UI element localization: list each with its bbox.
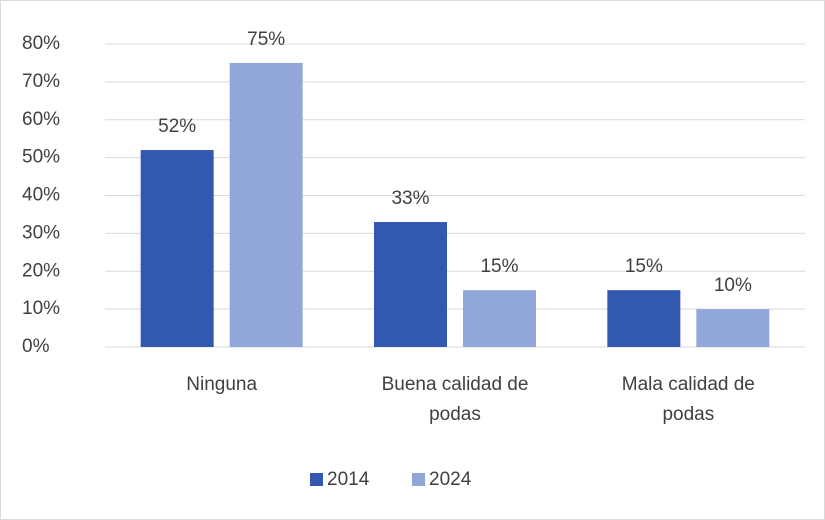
bar	[374, 222, 447, 347]
legend-label: 2014	[327, 469, 370, 490]
data-label: 33%	[391, 188, 429, 209]
data-label: 52%	[158, 116, 196, 137]
y-tick-label: 0%	[22, 336, 50, 357]
data-label: 15%	[480, 256, 518, 277]
y-tick-label: 30%	[22, 222, 60, 243]
bar	[607, 290, 681, 347]
legend-swatch	[310, 473, 323, 486]
bar	[229, 62, 303, 347]
y-tick-label: 10%	[22, 298, 60, 319]
y-tick-label: 80%	[22, 33, 60, 54]
y-tick-label: 20%	[22, 260, 60, 281]
y-tick-label: 50%	[22, 147, 60, 168]
bar	[140, 150, 214, 347]
legend-swatch	[412, 473, 425, 486]
data-label: 15%	[625, 256, 663, 277]
y-tick-label: 40%	[22, 185, 60, 206]
y-tick-label: 60%	[22, 109, 60, 130]
bar	[696, 309, 770, 347]
legend-label: 2024	[429, 469, 472, 490]
y-tick-label: 70%	[22, 71, 60, 92]
data-label: 10%	[714, 275, 752, 296]
bar	[463, 290, 536, 347]
x-tick-label: Buena calidad de podas	[381, 374, 529, 425]
data-label: 75%	[247, 29, 285, 50]
x-tick-label: Mala calidad de podas	[621, 374, 755, 425]
x-tick-label: Ninguna	[186, 374, 258, 395]
